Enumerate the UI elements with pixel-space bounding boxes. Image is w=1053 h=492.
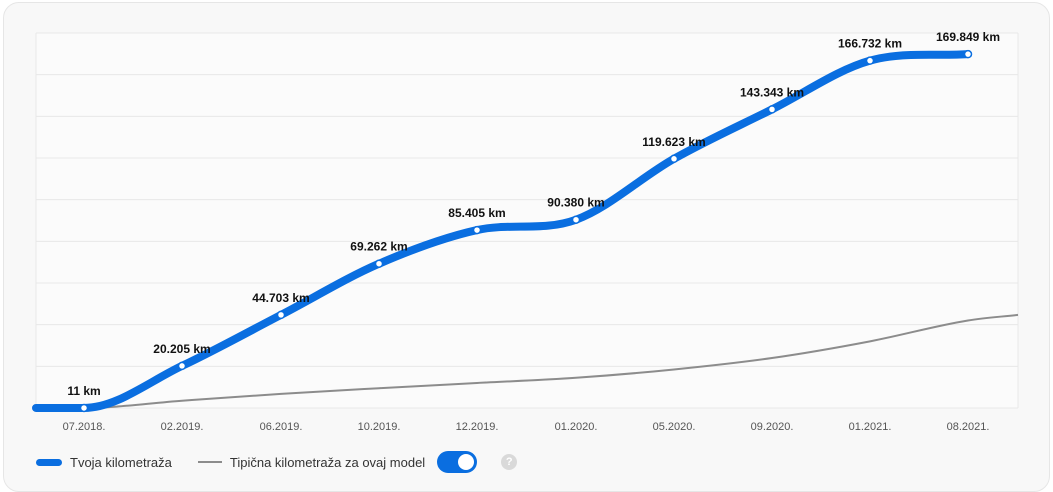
user-mileage-line	[32, 50, 972, 412]
x-tick-label: 06.2019.	[260, 421, 303, 433]
data-point[interactable]	[571, 215, 581, 224]
toggle-knob	[458, 454, 475, 470]
data-point[interactable]	[767, 105, 777, 114]
x-tick-label: 07.2018.	[63, 421, 106, 433]
x-tick-label: 08.2021.	[947, 421, 990, 433]
data-label: 169.849 km	[936, 30, 1000, 44]
data-point[interactable]	[374, 259, 384, 268]
x-tick-label: 09.2020.	[751, 421, 794, 433]
legend-user-label: Tvoja kilometraža	[70, 454, 172, 470]
plot-area	[36, 33, 1018, 408]
data-label: 143.343 km	[740, 85, 804, 99]
question-icon[interactable]: ?	[501, 454, 518, 470]
typical-mileage-line	[36, 313, 1019, 409]
data-point[interactable]	[79, 403, 89, 413]
data-label: 69.262 km	[350, 240, 407, 254]
data-label: 166.732 km	[838, 37, 902, 51]
x-tick-label: 02.2019.	[161, 421, 204, 433]
data-label: 85.405 km	[448, 206, 505, 220]
x-tick-label: 05.2020.	[653, 421, 696, 433]
data-point[interactable]	[276, 310, 286, 320]
data-point[interactable]	[963, 49, 973, 59]
data-label: 90.380 km	[547, 196, 604, 210]
data-label: 20.205 km	[153, 342, 210, 356]
typical-mileage-toggle[interactable]	[437, 451, 478, 473]
x-tick-label: 01.2020.	[555, 421, 598, 433]
mileage-chart: 07.2018. 02.2019. 06.2019. 10.2019. 12.2019.…	[32, 30, 1019, 433]
data-point[interactable]	[177, 361, 187, 371]
legend-user-swatch	[36, 458, 62, 466]
x-tick-label: 10.2019.	[358, 421, 401, 433]
legend-typical-label: Tipična kilometraža za ovaj model	[229, 454, 426, 470]
data-point[interactable]	[472, 225, 482, 235]
x-tick-label: 01.2021.	[849, 421, 892, 433]
x-tick-label: 12.2019.	[456, 421, 499, 433]
data-point[interactable]	[865, 56, 875, 65]
data-label: 119.623 km	[642, 135, 705, 149]
data-label: 11 km	[67, 384, 100, 398]
data-label: 44.703 km	[252, 291, 309, 305]
chart-legend: Tvoja kilometraža Tipična kilometraža za…	[36, 450, 518, 474]
data-point[interactable]	[669, 154, 679, 164]
legend-typical-swatch	[197, 461, 222, 463]
